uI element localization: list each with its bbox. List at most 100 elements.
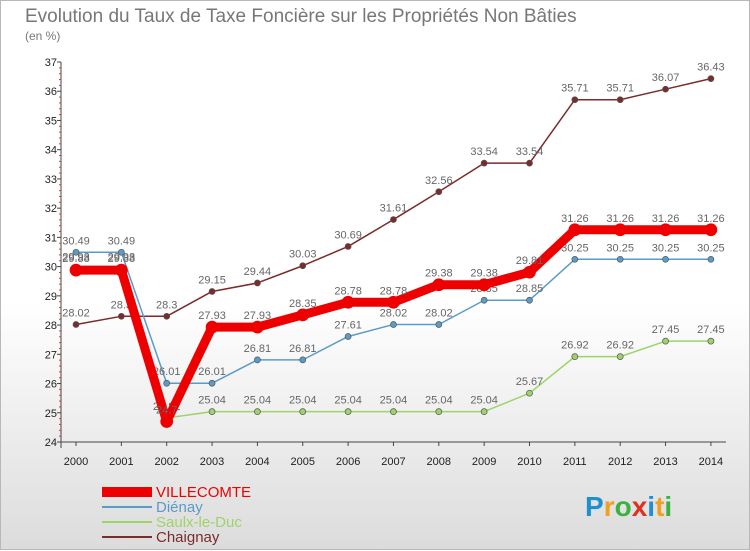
data-label-villecomte: 31.26 [697,213,725,225]
data-label-villecomte: 27.93 [244,310,272,322]
y-tick-label: 32 [45,203,57,215]
proxiti-logo: Proxiti [585,491,672,523]
data-label-chaignay: 35.71 [606,83,634,95]
data-point-saulx-le-duc [526,389,533,397]
data-point-dienay [707,255,715,263]
data-label-chaignay: 31.61 [380,203,408,215]
y-tick-label: 35 [45,115,57,127]
data-label-dienay: 30.49 [62,235,90,247]
data-label-villecomte: 28.78 [380,285,408,297]
data-label-villecomte: 29.38 [425,268,453,280]
data-label-saulx-le-duc: 27.45 [652,324,680,336]
data-label-chaignay: 36.43 [697,62,725,74]
data-point-dienay [72,248,80,256]
legend-label-chaignay: Chaignay [156,529,220,546]
y-tick-label: 25 [45,408,57,420]
data-label-villecomte: 24.7 [156,405,177,417]
x-tick-label: 2001 [109,456,133,468]
legend-label-dienay: Diénay [156,499,203,516]
data-point-dienay [480,296,488,304]
data-point-villecomte [659,223,672,237]
legend-label-villecomte: VILLECOMTE [156,484,251,501]
x-tick-label: 2010 [517,456,541,468]
data-point-villecomte [432,278,446,292]
data-point-dienay [163,379,171,387]
logo-letter: i [647,491,656,522]
y-tick-label: 36 [45,86,57,98]
data-point-saulx-le-duc [480,408,488,415]
data-label-chaignay: 33.54 [470,146,498,158]
x-tick-label: 2003 [200,456,224,468]
x-tick-label: 2002 [154,456,178,468]
data-point-dienay [435,321,443,328]
x-tick-label: 2008 [427,456,451,468]
data-point-dienay [662,255,669,263]
data-label-chaignay: 36.07 [652,72,680,84]
data-point-saulx-le-duc [299,408,307,415]
data-label-dienay: 30.25 [561,242,589,254]
data-point-villecomte [341,295,355,309]
data-label-chaignay: 33.54 [516,146,544,158]
data-label-saulx-le-duc: 27.45 [697,324,725,336]
logo-letter: P [585,491,604,522]
data-point-villecomte [69,263,83,277]
chart-title: Evolution du Taux de Taxe Foncière sur l… [25,6,577,27]
data-label-dienay: 28.85 [516,283,544,295]
x-tick-label: 2005 [291,456,315,468]
data-label-dienay: 28.02 [380,307,408,319]
data-point-chaignay [662,85,669,93]
data-point-chaignay [480,159,488,167]
data-point-villecomte [114,263,128,277]
logo-letter: t [655,491,665,522]
y-tick-label: 37 [45,57,57,69]
y-tick-label: 34 [45,145,57,157]
data-point-chaignay [72,321,80,328]
data-label-saulx-le-duc: 25.04 [244,395,272,407]
logo-letter: i [664,491,673,522]
x-tick-label: 2009 [472,456,496,468]
data-point-chaignay [616,96,624,104]
data-point-villecomte [477,278,491,292]
data-label-saulx-le-duc: 29.93 [62,252,90,264]
data-label-chaignay: 32.56 [425,175,453,187]
data-label-chaignay: 30.69 [334,229,362,241]
data-label-chaignay: 28.3 [156,299,177,311]
data-label-saulx-le-duc: 25.04 [289,395,317,407]
data-label-saulx-le-duc: 29.93 [108,252,136,264]
data-label-chaignay: 35.71 [561,83,589,95]
chart-subtitle: (en %) [25,29,61,43]
data-label-chaignay: 30.03 [289,249,317,261]
x-tick-label: 2006 [336,456,360,468]
y-tick-label: 31 [45,232,57,244]
data-point-saulx-le-duc [254,408,261,415]
data-label-saulx-le-duc: 25.04 [334,395,362,407]
data-label-dienay: 26.81 [244,343,272,355]
data-point-chaignay [390,216,397,223]
data-point-chaignay [344,243,352,250]
data-label-saulx-le-duc: 25.04 [470,395,498,407]
data-label-villecomte: 29.38 [470,268,498,280]
x-tick-label: 2000 [64,456,88,468]
data-point-chaignay [117,312,125,320]
data-label-villecomte: 31.26 [561,213,589,225]
data-point-chaignay [254,279,261,287]
data-point-chaignay [435,188,443,196]
y-tick-label: 33 [45,174,57,186]
x-tick-label: 2013 [653,456,677,468]
data-point-dienay [208,379,216,387]
data-point-dienay [344,333,352,340]
data-point-villecomte [613,223,627,237]
data-point-saulx-le-duc [344,408,352,415]
data-label-saulx-le-duc: 25.04 [425,395,453,407]
data-point-saulx-le-duc [435,408,443,415]
data-label-dienay: 28.02 [425,307,453,319]
data-label-dienay: 30.25 [606,242,634,254]
data-point-villecomte [568,223,582,237]
data-point-saulx-le-duc [662,337,669,345]
y-tick-label: 28 [45,320,57,332]
data-label-chaignay: 29.44 [244,266,272,278]
data-label-saulx-le-duc: 25.67 [516,376,544,388]
data-label-dienay: 26.81 [289,343,317,355]
